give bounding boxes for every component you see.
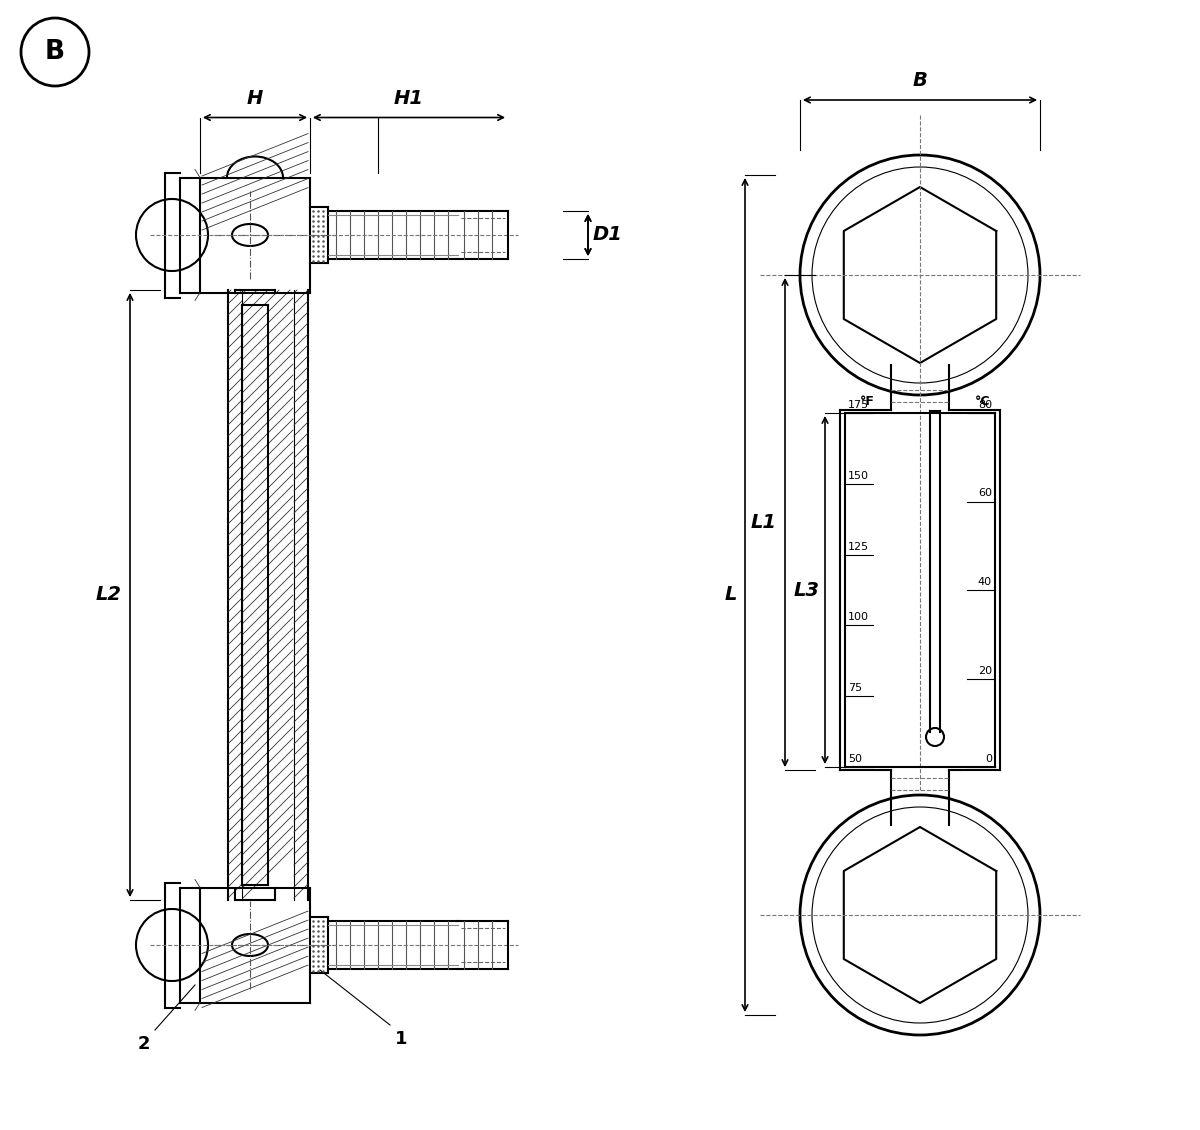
Text: °C: °C <box>974 396 990 408</box>
Text: D1: D1 <box>593 226 623 244</box>
Text: 50: 50 <box>848 754 862 764</box>
Text: °F: °F <box>860 396 875 408</box>
Text: L: L <box>725 585 737 605</box>
Text: 20: 20 <box>978 666 992 676</box>
Text: L3: L3 <box>794 581 820 600</box>
Text: 75: 75 <box>848 684 862 693</box>
Text: 40: 40 <box>978 577 992 586</box>
Text: L1: L1 <box>751 513 778 532</box>
Text: 100: 100 <box>848 612 869 623</box>
Text: 1: 1 <box>395 1031 408 1048</box>
Text: 60: 60 <box>978 488 992 498</box>
Text: L2: L2 <box>96 585 122 605</box>
Text: 0: 0 <box>985 754 992 764</box>
Text: B: B <box>44 40 65 66</box>
Text: 80: 80 <box>978 400 992 410</box>
Text: 150: 150 <box>848 471 869 480</box>
Text: B: B <box>912 71 928 90</box>
Text: H1: H1 <box>394 88 424 107</box>
Text: 125: 125 <box>848 541 869 551</box>
Text: 175: 175 <box>848 400 869 410</box>
Text: H: H <box>247 88 263 107</box>
Text: 2: 2 <box>138 1035 150 1053</box>
